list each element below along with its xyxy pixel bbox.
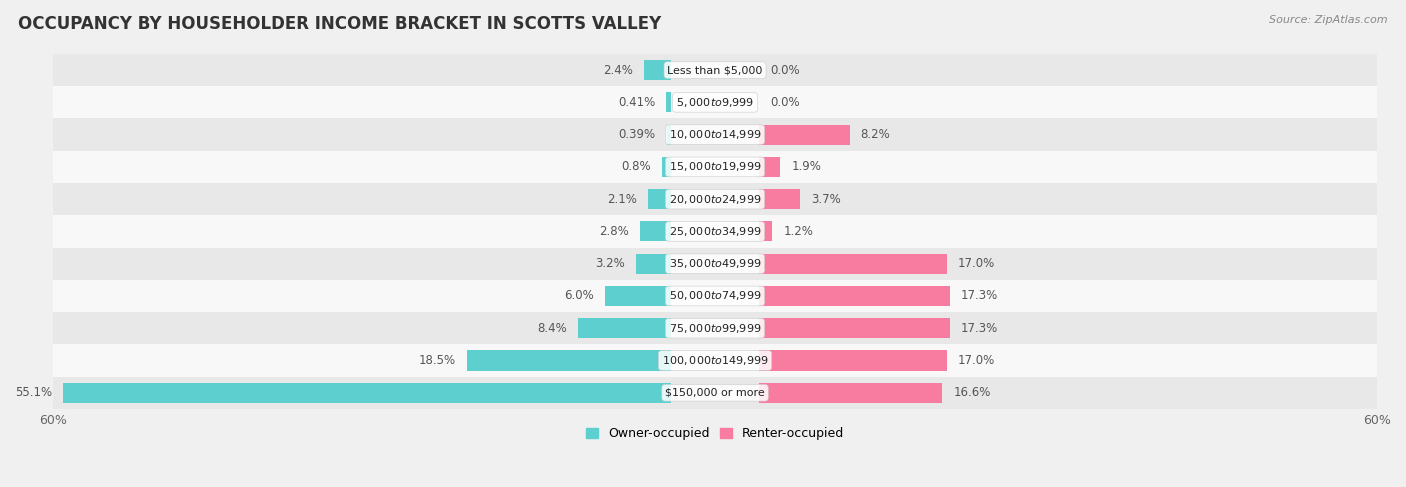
Text: 8.2%: 8.2% bbox=[860, 128, 890, 141]
Bar bbox=[53, 376, 1376, 409]
Bar bbox=[53, 151, 1376, 183]
Bar bbox=[53, 312, 1376, 344]
Text: 1.9%: 1.9% bbox=[792, 160, 821, 173]
Bar bbox=[53, 183, 1376, 215]
Text: 1.2%: 1.2% bbox=[783, 225, 813, 238]
Text: 3.7%: 3.7% bbox=[811, 193, 841, 206]
Text: Less than $5,000: Less than $5,000 bbox=[668, 65, 762, 75]
Text: 2.4%: 2.4% bbox=[603, 64, 633, 76]
Bar bbox=[63, 383, 671, 403]
Text: 0.0%: 0.0% bbox=[770, 64, 800, 76]
Bar bbox=[605, 286, 671, 306]
Bar bbox=[666, 125, 671, 145]
Bar bbox=[467, 351, 671, 371]
Text: $20,000 to $24,999: $20,000 to $24,999 bbox=[669, 193, 761, 206]
Text: 2.1%: 2.1% bbox=[607, 193, 637, 206]
Bar bbox=[666, 93, 671, 112]
Text: 0.0%: 0.0% bbox=[770, 96, 800, 109]
Text: $15,000 to $19,999: $15,000 to $19,999 bbox=[669, 160, 761, 173]
Text: Source: ZipAtlas.com: Source: ZipAtlas.com bbox=[1270, 15, 1388, 25]
Text: 3.2%: 3.2% bbox=[595, 257, 624, 270]
Bar bbox=[759, 157, 780, 177]
Bar bbox=[759, 254, 946, 274]
Text: 6.0%: 6.0% bbox=[564, 289, 593, 302]
Bar bbox=[53, 54, 1376, 86]
Text: 55.1%: 55.1% bbox=[15, 386, 52, 399]
Bar bbox=[759, 222, 772, 242]
Text: $75,000 to $99,999: $75,000 to $99,999 bbox=[669, 322, 761, 335]
Bar bbox=[759, 189, 800, 209]
Text: $5,000 to $9,999: $5,000 to $9,999 bbox=[676, 96, 754, 109]
Bar bbox=[662, 157, 671, 177]
Bar bbox=[53, 247, 1376, 280]
Bar bbox=[53, 344, 1376, 376]
Text: 16.6%: 16.6% bbox=[953, 386, 991, 399]
Text: 0.8%: 0.8% bbox=[621, 160, 651, 173]
Bar bbox=[53, 280, 1376, 312]
Text: 17.3%: 17.3% bbox=[962, 289, 998, 302]
Bar bbox=[644, 60, 671, 80]
Text: 17.0%: 17.0% bbox=[957, 354, 995, 367]
Text: 8.4%: 8.4% bbox=[537, 322, 567, 335]
Text: 0.41%: 0.41% bbox=[619, 96, 655, 109]
Text: $100,000 to $149,999: $100,000 to $149,999 bbox=[662, 354, 768, 367]
Text: 0.39%: 0.39% bbox=[619, 128, 655, 141]
Bar bbox=[759, 286, 950, 306]
Bar bbox=[648, 189, 671, 209]
Bar bbox=[53, 215, 1376, 247]
Bar bbox=[759, 351, 946, 371]
Text: $50,000 to $74,999: $50,000 to $74,999 bbox=[669, 289, 761, 302]
Bar bbox=[636, 254, 671, 274]
Bar bbox=[759, 318, 950, 338]
Legend: Owner-occupied, Renter-occupied: Owner-occupied, Renter-occupied bbox=[581, 422, 849, 445]
Text: OCCUPANCY BY HOUSEHOLDER INCOME BRACKET IN SCOTTS VALLEY: OCCUPANCY BY HOUSEHOLDER INCOME BRACKET … bbox=[18, 15, 662, 33]
Text: $150,000 or more: $150,000 or more bbox=[665, 388, 765, 398]
Bar bbox=[578, 318, 671, 338]
Text: 18.5%: 18.5% bbox=[419, 354, 456, 367]
Text: $10,000 to $14,999: $10,000 to $14,999 bbox=[669, 128, 761, 141]
Text: $25,000 to $34,999: $25,000 to $34,999 bbox=[669, 225, 761, 238]
Text: 17.3%: 17.3% bbox=[962, 322, 998, 335]
Bar bbox=[759, 383, 942, 403]
Bar bbox=[53, 118, 1376, 151]
Text: 2.8%: 2.8% bbox=[599, 225, 628, 238]
Text: $35,000 to $49,999: $35,000 to $49,999 bbox=[669, 257, 761, 270]
Bar bbox=[640, 222, 671, 242]
Text: 17.0%: 17.0% bbox=[957, 257, 995, 270]
Bar bbox=[759, 125, 849, 145]
Bar bbox=[53, 86, 1376, 118]
